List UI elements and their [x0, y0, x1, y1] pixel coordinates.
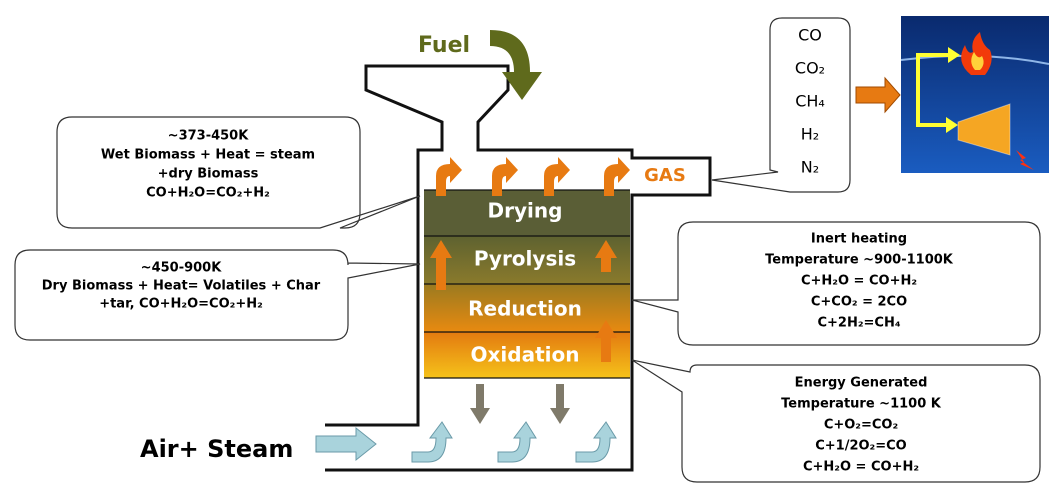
- gas-species: CO₂: [795, 59, 825, 78]
- callout-line: Temperature ~900-1100K: [765, 253, 954, 268]
- zone-label: Oxidation: [471, 343, 580, 367]
- callout-line: Energy Generated: [795, 376, 928, 391]
- callout-line: +dry Biomass: [158, 167, 259, 182]
- gas-composition-callout: [712, 18, 850, 192]
- gas-species: CH₄: [795, 92, 825, 111]
- diagram: Drying Pyrolysis Reduction Oxidation GAS…: [0, 0, 1049, 489]
- gasifier-zones: Drying Pyrolysis Reduction Oxidation: [424, 190, 630, 378]
- air-steam-label: Air+ Steam: [140, 435, 293, 463]
- callout-line: C+CO₂ = 2CO: [811, 295, 907, 310]
- fuel-label: Fuel: [418, 33, 470, 58]
- callout-line: Dry Biomass + Heat= Volatiles + Char: [42, 279, 321, 294]
- air-arrows: [316, 422, 616, 462]
- product-arrow: [856, 78, 900, 112]
- gas-species: CO: [798, 26, 822, 45]
- callout-line: C+H₂O = CO+H₂: [803, 460, 919, 475]
- product-panel: [901, 16, 1049, 173]
- callout-line: C+1/2O₂=CO: [815, 439, 907, 454]
- zone-label: Drying: [488, 199, 563, 223]
- callout-line: C+O₂=CO₂: [824, 418, 898, 433]
- callout-line: Temperature ~1100 K: [781, 397, 942, 412]
- gas-species: N₂: [801, 158, 819, 177]
- callout-line: CO+H₂O=CO₂+H₂: [146, 186, 270, 201]
- callout-line: +tar, CO+H₂O=CO₂+H₂: [99, 297, 263, 312]
- callout-line: C+2H₂=CH₄: [817, 316, 900, 331]
- down-arrows: [470, 384, 570, 424]
- gas-label: GAS: [644, 165, 686, 186]
- callout-line: ~373-450K: [168, 129, 250, 144]
- callout-line: Wet Biomass + Heat = steam: [101, 148, 315, 163]
- callout-line: Inert heating: [811, 232, 907, 247]
- callout-line: ~450-900K: [141, 261, 223, 276]
- callout-line: C+H₂O = CO+H₂: [801, 274, 917, 289]
- gas-species: H₂: [801, 125, 819, 144]
- zone-label: Pyrolysis: [474, 247, 576, 271]
- zone-label: Reduction: [468, 297, 582, 321]
